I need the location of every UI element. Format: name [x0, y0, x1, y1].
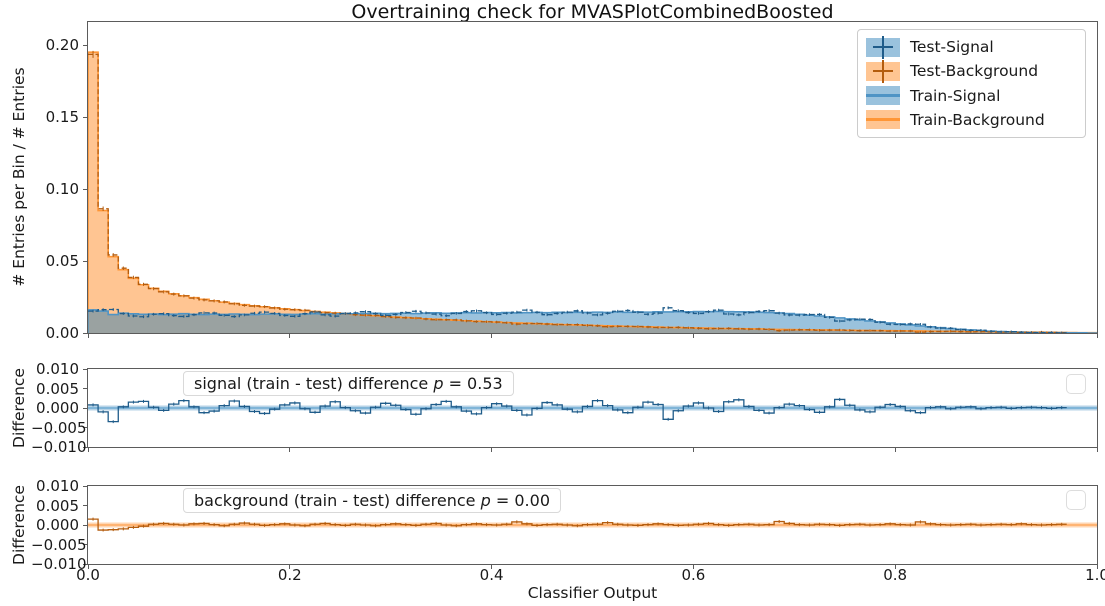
legend-item-test-signal: Test-Signal — [866, 35, 1077, 59]
x-tick-label: 0.2 — [277, 566, 302, 584]
empty-legend-box-signal — [1066, 374, 1086, 394]
test-signal-line — [88, 307, 1067, 333]
p-symbol: p — [433, 374, 444, 393]
y-tick-mark — [83, 563, 87, 565]
x-tick-mark — [1096, 565, 1098, 569]
test-signal-errorbar-icon — [866, 35, 900, 59]
annotation-text: signal (train - test) difference — [194, 374, 429, 393]
test-signal-errorbars — [92, 306, 1063, 333]
x-tick-mark — [289, 565, 291, 569]
y-tick-label: 0.000 — [36, 399, 79, 417]
y-tick-label: 0.05 — [45, 252, 79, 270]
signal-difference-plot — [87, 368, 1098, 448]
test-background-errorbars — [92, 50, 1063, 333]
y-tick-mark — [83, 544, 87, 545]
y-tick-mark — [83, 524, 87, 526]
signal-diff-y-axis-label: Difference — [10, 368, 28, 448]
x-tick-mark — [289, 448, 291, 452]
x-tick-label: 1.0 — [1085, 566, 1105, 584]
train-signal-band-icon — [866, 86, 900, 106]
background-diff-y-axis-label: Difference — [10, 485, 28, 565]
y-tick-label: 0.010 — [36, 477, 79, 495]
x-tick-mark — [87, 565, 89, 569]
chart-title: Overtraining check for MVASPlotCombinedB… — [351, 1, 834, 23]
y-tick-mark — [83, 407, 87, 409]
x-tick-label: 0.6 — [681, 566, 706, 584]
x-tick-mark — [491, 448, 493, 452]
y-tick-mark — [83, 368, 87, 370]
x-tick-label: 0.4 — [479, 566, 504, 584]
legend-item-test-background: Test-Background — [866, 59, 1077, 83]
y-tick-mark — [83, 188, 87, 190]
y-tick-mark — [83, 505, 87, 506]
p-value: = 0.53 — [448, 374, 503, 393]
x-tick-mark — [491, 334, 493, 338]
train-signal-area — [88, 309, 1097, 333]
train-background-area — [88, 52, 1097, 333]
x-tick-mark — [894, 334, 896, 338]
legend-label: Train-Signal — [910, 86, 1001, 105]
y-tick-label: 0.15 — [45, 108, 79, 126]
empty-legend-box-background — [1066, 490, 1086, 510]
legend-item-train-background: Train-Background — [866, 108, 1077, 132]
y-tick-label: −0.005 — [31, 535, 87, 554]
y-tick-label: 0.005 — [36, 496, 79, 515]
y-tick-mark — [83, 332, 87, 334]
x-tick-mark — [87, 448, 89, 452]
y-tick-mark — [83, 44, 87, 46]
legend-label: Test-Signal — [910, 38, 994, 57]
y-tick-label: −0.010 — [31, 438, 87, 456]
x-tick-mark — [289, 334, 291, 338]
y-tick-label: 0.20 — [45, 36, 79, 54]
y-tick-label: 0.00 — [45, 324, 79, 342]
y-tick-mark — [83, 260, 87, 262]
y-tick-mark — [83, 446, 87, 448]
background-diff-annotation: background (train - test) difference p =… — [183, 488, 561, 513]
y-tick-label: 0.005 — [36, 379, 79, 398]
test-background-line — [88, 53, 1067, 333]
x-tick-mark — [692, 448, 694, 452]
y-tick-mark — [83, 388, 87, 389]
p-symbol: p — [480, 491, 491, 510]
main-y-axis-label: # Entries per Bin / # Entries — [10, 67, 28, 287]
y-tick-mark — [83, 485, 87, 487]
x-tick-label: 0.8 — [883, 566, 908, 584]
main-plot — [87, 21, 1098, 334]
background-difference-plot — [87, 485, 1098, 565]
x-tick-mark — [692, 334, 694, 338]
x-tick-label: 0.0 — [76, 566, 100, 584]
background-diff-line-errorbars — [92, 517, 1063, 532]
x-tick-mark — [87, 334, 89, 338]
signal-diff-annotation: signal (train - test) difference p = 0.5… — [183, 371, 514, 396]
test-background-errorbar-icon — [866, 59, 900, 83]
x-tick-mark — [1096, 334, 1098, 338]
x-axis-label: Classifier Output — [527, 584, 658, 602]
train-background-band-icon — [866, 110, 900, 130]
annotation-text: background (train - test) difference — [194, 491, 476, 510]
y-tick-label: 0.000 — [36, 516, 79, 534]
x-tick-mark — [894, 565, 896, 569]
y-tick-mark — [83, 427, 87, 428]
y-tick-label: 0.10 — [45, 180, 79, 198]
y-tick-label: −0.005 — [31, 418, 87, 437]
legend: Test-Signal Test-Background Train-Signal… — [857, 29, 1086, 138]
x-tick-mark — [1096, 448, 1098, 452]
y-tick-mark — [83, 116, 87, 118]
legend-label: Test-Background — [910, 62, 1039, 81]
p-value: = 0.00 — [495, 491, 550, 510]
signal-diff-line-errorbars — [92, 397, 1063, 424]
x-tick-mark — [491, 565, 493, 569]
y-tick-label: −0.010 — [31, 555, 87, 573]
legend-label: Train-Background — [910, 110, 1045, 129]
y-tick-label: 0.010 — [36, 360, 79, 378]
x-tick-mark — [894, 448, 896, 452]
x-tick-mark — [692, 565, 694, 569]
legend-item-train-signal: Train-Signal — [866, 84, 1077, 108]
